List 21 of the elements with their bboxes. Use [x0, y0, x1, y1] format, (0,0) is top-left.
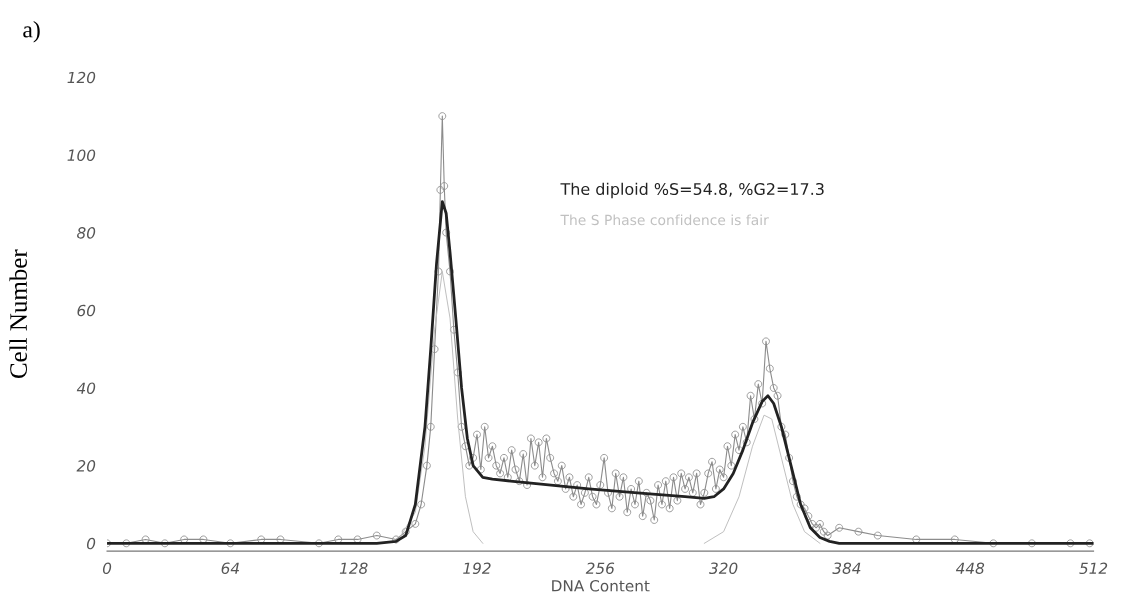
y-tick-label: 0: [86, 537, 96, 550]
x-tick-label: 128: [339, 562, 368, 575]
y-tick-label: 80: [77, 227, 96, 239]
y-tick-label: 40: [76, 382, 96, 394]
x-tick-label: 384: [832, 562, 861, 575]
x-tick-label: 448: [955, 562, 985, 575]
text: a): [23, 20, 40, 43]
y-tick-label: 100: [67, 149, 96, 161]
x-tick-label: 64: [221, 562, 239, 575]
x-tick-label: 0: [102, 562, 112, 575]
y-tick-label: 20: [76, 460, 96, 472]
annotation: The diploid %S=54.8, %G2=17.3: [560, 182, 824, 199]
x-tick-label: 320: [709, 562, 738, 575]
y-tick-label: 60: [77, 304, 96, 317]
x-tick-label: 192: [463, 562, 491, 575]
annotation: The S Phase confidence is fair: [560, 214, 769, 226]
x-axis-title: DNA Content: [552, 580, 650, 592]
x-tick-label: 512: [1079, 562, 1108, 575]
y-tick-label: 120: [67, 71, 96, 84]
y-axis-title: Cell Number: [9, 249, 27, 379]
x-tick-label: 256: [585, 562, 615, 575]
